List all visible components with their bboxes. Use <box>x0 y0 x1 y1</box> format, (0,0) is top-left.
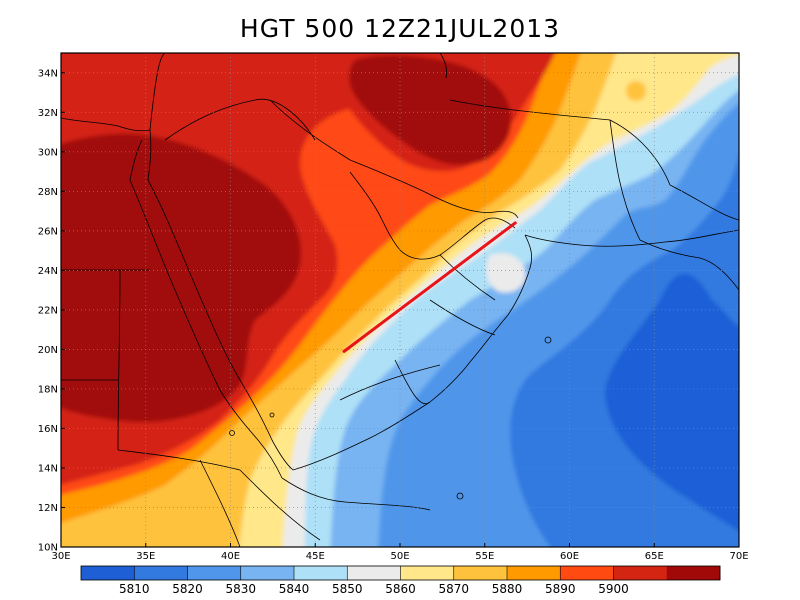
lon-tick-label: 35E <box>136 551 155 562</box>
lat-tick-label: 22N <box>38 305 58 316</box>
lat-tick-label: 16N <box>38 424 58 435</box>
colorbar-label: 5880 <box>492 582 523 596</box>
lon-tick-label: 70E <box>729 551 748 562</box>
colorbar-label: 5830 <box>225 582 256 596</box>
colorbar-swatch <box>187 566 242 580</box>
colorbar-swatch <box>560 566 614 580</box>
colorbar-label: 5850 <box>332 582 363 596</box>
colorbar-swatch <box>81 566 135 580</box>
lat-tick-label: 26N <box>38 226 58 237</box>
colorbar-label: 5900 <box>598 582 629 596</box>
lon-tick-label: 40E <box>221 551 240 562</box>
colorbar-label: 5810 <box>119 582 150 596</box>
latitude-axis: 10N 12N 14N 16N 18N 20N 22N 24N 26N 28N 30N 32N 34N <box>38 68 65 554</box>
colorbar-swatch <box>240 566 295 580</box>
lon-tick-label: 55E <box>475 551 494 562</box>
lat-tick-label: 28N <box>38 187 58 198</box>
lat-tick-label: 24N <box>38 266 58 277</box>
red-line-annotation <box>342 221 517 353</box>
colorbar-label: 5890 <box>545 582 576 596</box>
colorbar: 5810 5820 5830 5840 5850 5860 5870 5880 5890 5900 <box>80 565 721 596</box>
colorbar-swatch <box>453 566 508 580</box>
colorbar-label: 5870 <box>438 582 469 596</box>
lat-tick-label: 34N <box>38 68 58 79</box>
lon-tick-label: 65E <box>645 551 664 562</box>
colorbar-swatch <box>400 566 455 580</box>
colorbar-swatch <box>507 566 561 580</box>
colorbar-swatch <box>613 566 668 580</box>
lat-tick-label: 14N <box>38 463 58 474</box>
colorbar-swatch <box>666 566 721 580</box>
lon-tick-label: 45E <box>306 551 325 562</box>
contour-fill <box>61 53 739 547</box>
colorbar-label: 5840 <box>279 582 310 596</box>
lat-tick-label: 30N <box>38 147 58 158</box>
graticule <box>61 53 739 547</box>
lat-tick-label: 32N <box>38 108 58 119</box>
colorbar-label: 5860 <box>385 582 416 596</box>
lat-tick-label: 20N <box>38 345 58 356</box>
coastlines <box>61 53 739 547</box>
lon-tick-label: 50E <box>390 551 409 562</box>
map-title: HGT 500 12Z21JUL2013 <box>239 14 561 43</box>
colorbar-swatch <box>134 566 188 580</box>
lat-tick-label: 18N <box>38 384 58 395</box>
lat-tick-label: 12N <box>38 503 58 514</box>
colorbar-swatch <box>347 566 401 580</box>
lon-tick-label: 60E <box>560 551 579 562</box>
lon-tick-label: 30E <box>51 551 70 562</box>
lat-tick-label: 10N <box>38 543 58 554</box>
colorbar-label: 5820 <box>172 582 203 596</box>
colorbar-swatch <box>294 566 348 580</box>
longitude-axis: 30E 35E 40E 45E 50E 55E 60E 65E 70E <box>51 543 749 562</box>
